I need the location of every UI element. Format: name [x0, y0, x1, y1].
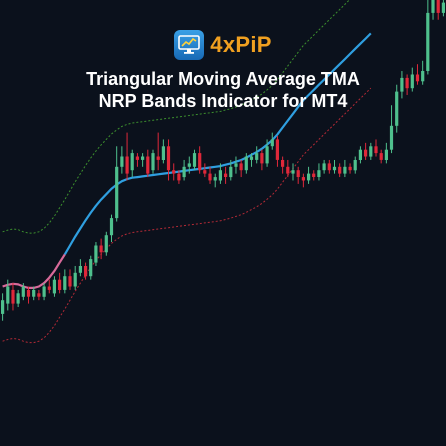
candle-body [400, 77, 404, 92]
candle-body [166, 146, 171, 171]
candle-body [198, 153, 202, 171]
candle-body [16, 293, 20, 304]
candle-body [94, 245, 98, 263]
brand-name: 4xPiP [210, 32, 272, 57]
candle-body [410, 74, 414, 89]
candle-body [281, 160, 285, 167]
candle-body [104, 235, 108, 253]
candle-body [84, 266, 88, 277]
chart-title: Triangular Moving Average TMA NRP Bands … [0, 68, 446, 112]
candle-body [312, 173, 316, 177]
candle-body [37, 293, 41, 297]
candle-body [275, 139, 279, 160]
candle-body [244, 156, 248, 171]
candle-body [156, 156, 160, 160]
candle-body [208, 173, 212, 181]
candle-body [379, 153, 383, 160]
candle-body [99, 245, 103, 253]
candle-body [239, 163, 243, 171]
candle-body [1, 300, 5, 314]
candle-body [182, 166, 186, 178]
candle-body [249, 156, 254, 160]
candle-body [109, 218, 114, 236]
candle-body [141, 156, 145, 160]
candle-body [327, 163, 331, 171]
candle-body [161, 146, 165, 160]
lower-band-line [2, 87, 372, 344]
candle-body [115, 166, 119, 219]
candle-body [369, 146, 373, 157]
candle-body [6, 286, 10, 304]
candle-body [415, 74, 420, 82]
candle-body [120, 156, 124, 167]
brand-header: 4xPiP [0, 30, 446, 60]
candle-body [348, 166, 352, 171]
candle-body [203, 170, 207, 174]
title-line-2: NRP Bands Indicator for MT4 [98, 91, 348, 111]
candle-body [187, 163, 191, 167]
candle-body [389, 125, 394, 150]
candle-body [63, 276, 67, 290]
candle-body [125, 156, 129, 174]
candle-body [58, 279, 62, 290]
candle-body [374, 146, 378, 154]
candle-body [146, 156, 150, 174]
title-line-1: Triangular Moving Average TMA [86, 69, 360, 89]
candle-body [52, 279, 56, 294]
candle-body [218, 170, 222, 181]
candle-body [177, 173, 181, 181]
candle-body [301, 177, 305, 181]
candle-body [42, 286, 46, 297]
candle-body [426, 12, 430, 71]
candle-body [353, 160, 357, 171]
monitor-chart-icon [174, 30, 205, 60]
candle-body [286, 166, 290, 174]
candle-body [151, 153, 155, 171]
candle-body [358, 149, 362, 160]
candle-body [436, 0, 440, 13]
band-layer [2, 0, 372, 344]
candle-body [73, 272, 77, 287]
candle-body [224, 173, 228, 177]
candle-body [78, 266, 82, 273]
candle-body [26, 289, 31, 297]
candle-body [192, 153, 197, 167]
candle-body [322, 163, 326, 171]
candle-body [317, 170, 321, 177]
candle-body [395, 91, 399, 126]
candle-body [68, 276, 72, 287]
candle-body [21, 286, 25, 297]
candle-body [431, 0, 435, 13]
candle-body [307, 173, 311, 181]
candle-body [234, 163, 238, 167]
candle-body [291, 170, 295, 174]
candle-body [441, 2, 445, 13]
candle-body [47, 286, 51, 290]
candle-body [260, 153, 264, 164]
candle-body [270, 139, 274, 147]
candle-body [343, 166, 347, 174]
candle-body [89, 259, 93, 277]
candle-layer [1, 0, 445, 321]
candle-body [332, 166, 337, 171]
upper-band-line [2, 0, 351, 234]
candle-body [11, 289, 15, 304]
candle-body [384, 149, 388, 160]
candle-body [213, 177, 217, 181]
candle-body [296, 170, 300, 177]
candle-body [255, 153, 259, 160]
candle-body [130, 153, 134, 171]
candle-body [405, 77, 409, 89]
candle-body [364, 149, 368, 157]
candle-body [32, 289, 36, 297]
candle-body [421, 71, 425, 82]
candle-body [338, 166, 342, 174]
candle-body [265, 146, 269, 164]
candle-body [172, 170, 176, 174]
candle-body [135, 156, 139, 160]
candle-body [229, 166, 233, 178]
